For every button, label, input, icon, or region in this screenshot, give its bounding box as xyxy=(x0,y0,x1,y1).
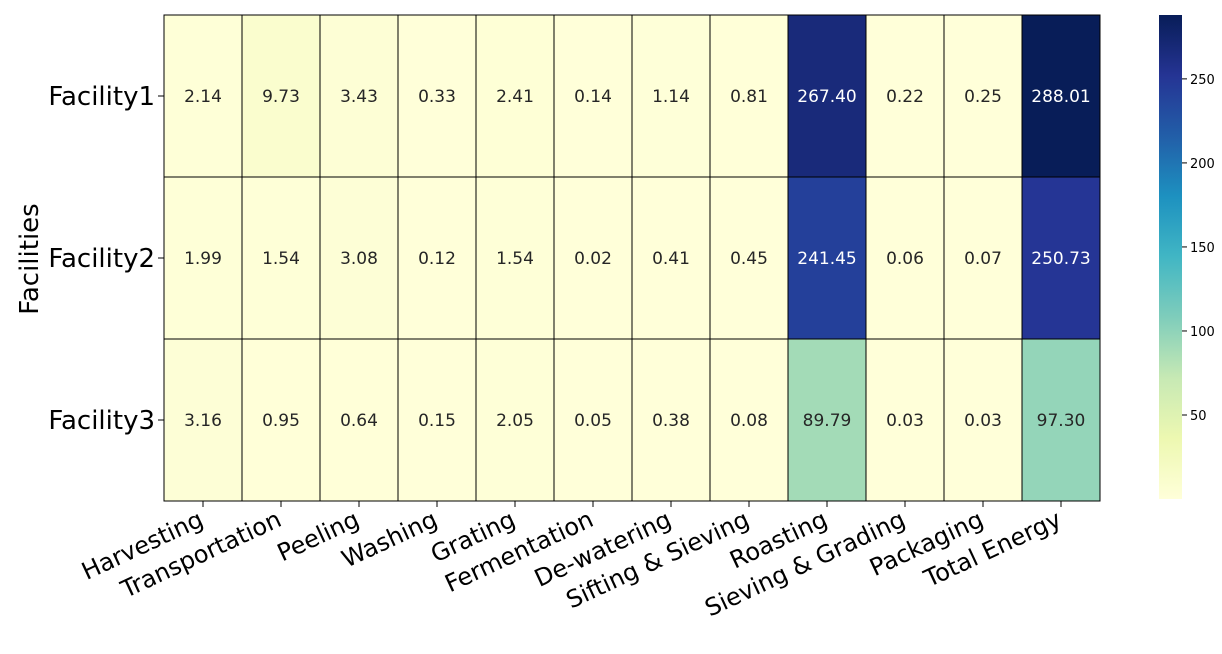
heatmap-cell xyxy=(319,14,399,178)
heatmap-cell-label: 1.54 xyxy=(496,249,534,269)
heatmap-cell-label: 1.54 xyxy=(262,249,300,269)
heatmap-cell-label: 0.06 xyxy=(886,249,924,269)
heatmap-cell xyxy=(943,176,1023,340)
heatmap-cell xyxy=(241,176,321,340)
colorbar xyxy=(1159,15,1182,499)
heatmap-cell xyxy=(1021,14,1101,178)
heatmap-cell-label: 3.08 xyxy=(340,249,378,269)
heatmap-cell xyxy=(475,176,555,340)
y-axis-ticks: Facility1 Facility2 Facility3 xyxy=(48,82,164,436)
heatmap-cell-label: 1.14 xyxy=(652,87,690,107)
heatmap-cell-label: 89.79 xyxy=(803,411,852,431)
heatmap-cell xyxy=(163,176,243,340)
heatmap-cell-label: 2.41 xyxy=(496,87,534,107)
heatmap-cell-label: 0.03 xyxy=(886,411,924,431)
y-tick-label: Facility2 xyxy=(48,244,155,274)
colorbar-tick-label: 200 xyxy=(1190,157,1215,172)
heatmap-cell-label: 0.14 xyxy=(574,87,612,107)
heatmap-cell-label: 3.43 xyxy=(340,87,378,107)
heatmap-cell xyxy=(943,338,1023,502)
heatmap-cells xyxy=(163,14,1101,502)
colorbar-tick-label: 50 xyxy=(1190,409,1207,424)
heatmap-cell-label: 0.22 xyxy=(886,87,924,107)
heatmap-cell-label: 0.38 xyxy=(652,411,690,431)
heatmap-cell-label: 9.73 xyxy=(262,87,300,107)
heatmap-cell xyxy=(865,14,945,178)
heatmap-cell xyxy=(319,176,399,340)
heatmap-cell-label: 3.16 xyxy=(184,411,222,431)
heatmap-cell xyxy=(241,14,321,178)
heatmap-cell-labels: 2.14 9.73 3.43 0.33 2.41 0.14 1.14 0.81 267.40 0.… xyxy=(184,87,1091,431)
heatmap-cell xyxy=(319,338,399,502)
y-tick-label: Facility1 xyxy=(48,82,155,112)
heatmap-cell-label: 288.01 xyxy=(1031,87,1090,107)
heatmap-cell xyxy=(631,338,711,502)
colorbar-ticks: 50 100 150 200 250 xyxy=(1182,73,1215,424)
heatmap-cell xyxy=(397,338,477,502)
heatmap-cell xyxy=(475,14,555,178)
heatmap-cell xyxy=(865,176,945,340)
y-tick-label: Facility3 xyxy=(48,406,155,436)
heatmap-cell xyxy=(1021,338,1101,502)
heatmap-cell xyxy=(397,14,477,178)
heatmap-cell-label: 250.73 xyxy=(1031,249,1090,269)
heatmap-cell-label: 0.12 xyxy=(418,249,456,269)
heatmap-cell xyxy=(553,14,633,178)
heatmap-cell-label: 267.40 xyxy=(797,87,856,107)
heatmap-cell xyxy=(631,176,711,340)
heatmap-cell xyxy=(475,338,555,502)
heatmap-cell xyxy=(709,176,789,340)
heatmap-cell-label: 0.81 xyxy=(730,87,768,107)
heatmap-cell xyxy=(553,176,633,340)
heatmap-cell-label: 0.07 xyxy=(964,249,1002,269)
heatmap-cell-label: 1.99 xyxy=(184,249,222,269)
heatmap-cell-label: 2.14 xyxy=(184,87,222,107)
colorbar-tick-label: 150 xyxy=(1190,241,1215,256)
heatmap-cell xyxy=(163,14,243,178)
heatmap-cell-label: 2.05 xyxy=(496,411,534,431)
heatmap-cell-label: 0.08 xyxy=(730,411,768,431)
heatmap-cell-label: 241.45 xyxy=(797,249,856,269)
heatmap-cell xyxy=(787,176,867,340)
colorbar-tick-label: 250 xyxy=(1190,73,1215,88)
heatmap-cell-label: 97.30 xyxy=(1037,411,1086,431)
y-axis-label: Facilities xyxy=(15,203,45,314)
heatmap-cell-label: 0.33 xyxy=(418,87,456,107)
heatmap-cell-label: 0.05 xyxy=(574,411,612,431)
heatmap-cell-label: 0.45 xyxy=(730,249,768,269)
colorbar-tick-label: 100 xyxy=(1190,325,1215,340)
heatmap-cell xyxy=(1021,176,1101,340)
heatmap-cell-label: 0.41 xyxy=(652,249,690,269)
heatmap-cell-label: 0.64 xyxy=(340,411,378,431)
heatmap-cell-label: 0.95 xyxy=(262,411,300,431)
x-axis-ticks: HarvestingTransportationPeelingWashingGr… xyxy=(77,501,1066,622)
heatmap-cell-label: 0.02 xyxy=(574,249,612,269)
heatmap-cell-label: 0.03 xyxy=(964,411,1002,431)
heatmap-cell-label: 0.25 xyxy=(964,87,1002,107)
heatmap-cell-label: 0.15 xyxy=(418,411,456,431)
heatmap-cell xyxy=(709,14,789,178)
heatmap-cell xyxy=(163,338,243,502)
heatmap-cell xyxy=(397,176,477,340)
